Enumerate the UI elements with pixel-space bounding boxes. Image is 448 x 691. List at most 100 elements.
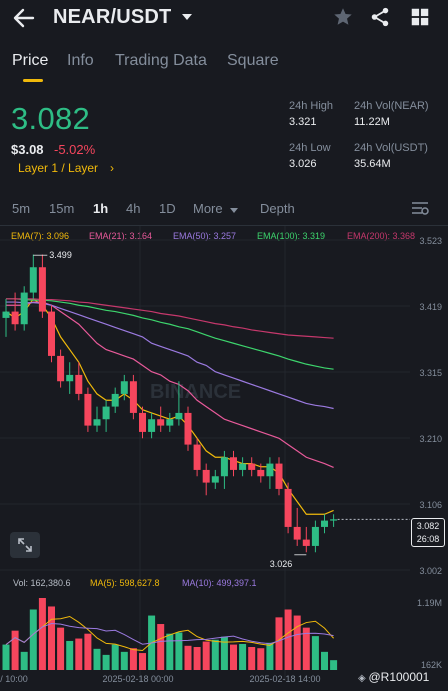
volume-bar xyxy=(111,644,119,670)
stat-high-value: 3.321 xyxy=(289,116,317,128)
depth-tab[interactable]: Depth xyxy=(260,201,295,216)
candle-body xyxy=(111,393,119,407)
price-usd: $3.08 xyxy=(11,142,44,157)
ema-line xyxy=(6,301,334,468)
candle-body xyxy=(230,457,237,470)
candle-body xyxy=(66,374,74,382)
candle-body xyxy=(284,488,292,527)
volume-bar xyxy=(202,641,210,670)
ema-line xyxy=(6,301,334,410)
candle-body xyxy=(293,526,301,540)
high-marker-label: 3.499 xyxy=(49,250,72,260)
candle-body xyxy=(57,355,65,382)
stat-vol-base-label: 24h Vol(NEAR) xyxy=(354,100,429,112)
current-price-label: 3.082 26:08 xyxy=(411,518,445,547)
time-axis-tick: / 10:00 xyxy=(0,674,28,684)
divider xyxy=(0,225,448,226)
candlestick-chart[interactable]: BINANCE 3.523 3.419 3.315 3.210 3.106 3.002 3.4… xyxy=(0,226,448,691)
tab-square[interactable]: Square xyxy=(227,52,279,69)
grid-layout-icon[interactable] xyxy=(408,6,432,28)
volume-bar xyxy=(284,609,292,670)
volume-bar xyxy=(248,647,256,670)
volume-bar xyxy=(257,648,265,670)
candle-body xyxy=(239,463,247,470)
fullscreen-button[interactable] xyxy=(10,532,40,558)
pair-title[interactable]: NEAR/USDT xyxy=(53,6,172,28)
candle-body xyxy=(257,469,265,477)
volume-bar xyxy=(321,651,328,670)
candle-body xyxy=(175,412,183,420)
share-icon[interactable] xyxy=(368,6,392,28)
tab-info[interactable]: Info xyxy=(67,52,94,69)
candle-body xyxy=(120,381,128,394)
price-axis-tick: 3.002 xyxy=(419,566,442,576)
pair-dropdown-icon[interactable] xyxy=(182,14,192,20)
volume-bar xyxy=(166,633,174,670)
candle-body xyxy=(202,469,210,483)
interval-bar: 5m 15m 1h 4h 1D More Depth xyxy=(0,196,448,222)
volume-bar xyxy=(184,645,192,670)
volume-bar xyxy=(266,642,274,670)
volume-bar xyxy=(57,627,65,670)
candle-body xyxy=(157,419,165,426)
volume-bar xyxy=(129,648,137,670)
volume-bar xyxy=(38,598,46,670)
volume-bar xyxy=(66,640,74,670)
stat-low-label: 24h Low xyxy=(289,142,331,154)
tab-trading-data[interactable]: Trading Data xyxy=(115,52,207,69)
volume-bar xyxy=(220,636,228,670)
volume-bar xyxy=(102,654,110,670)
volume-bar xyxy=(84,633,92,670)
star-icon[interactable] xyxy=(331,6,355,28)
volume-bar xyxy=(293,615,301,670)
stat-high-label: 24h High xyxy=(289,100,334,112)
candle-body xyxy=(211,476,219,483)
volume-axis-max: 1.19M xyxy=(417,598,442,608)
binance-square-icon: ◈ xyxy=(358,673,369,684)
interval-4h[interactable]: 4h xyxy=(126,201,141,216)
volume-bar xyxy=(330,660,338,670)
candle-countdown: 26:08 xyxy=(416,534,440,544)
interval-more[interactable]: More xyxy=(193,201,223,216)
candle-body xyxy=(2,311,10,318)
ema-line xyxy=(6,298,334,339)
low-marker-label: 3.026 xyxy=(270,559,293,569)
ema21-legend: EMA(21): 3.164 xyxy=(89,231,153,241)
category-tag[interactable]: Layer 1 / Layer xyxy=(18,161,99,175)
time-axis-tick: 2025-02-18 00:00 xyxy=(102,674,173,684)
volume-bar xyxy=(157,624,165,670)
ema50-legend: EMA(50): 3.257 xyxy=(173,231,237,241)
interval-1d[interactable]: 1D xyxy=(159,201,176,216)
back-arrow-icon[interactable] xyxy=(12,7,36,29)
candle-body xyxy=(148,419,156,432)
volume-bar xyxy=(193,647,201,670)
candle-body xyxy=(11,311,19,325)
volume-bar xyxy=(211,639,219,670)
top-bar: NEAR/USDT xyxy=(0,0,448,40)
watermark-handle: @R100001 xyxy=(368,670,430,684)
ema200-legend: EMA(200): 3.368 xyxy=(347,231,416,241)
candle-body xyxy=(48,311,55,356)
candle-body xyxy=(266,463,274,477)
tab-price[interactable]: Price xyxy=(12,52,49,69)
candle-body xyxy=(330,519,338,521)
volume-bar xyxy=(311,636,319,670)
ema7-legend: EMA(7): 3.096 xyxy=(11,231,70,241)
candle-body xyxy=(93,419,101,426)
stat-vol-quote-value: 35.64M xyxy=(354,158,391,170)
current-price-value: 3.082 xyxy=(416,521,440,531)
chart-settings-icon[interactable] xyxy=(411,200,429,216)
chart-watermark: BINANCE xyxy=(150,381,241,403)
more-dropdown-icon[interactable] xyxy=(230,208,238,213)
interval-15m[interactable]: 15m xyxy=(49,201,75,216)
candle-body xyxy=(311,526,319,546)
volume-bar xyxy=(93,648,101,670)
volume-bar xyxy=(120,651,128,670)
interval-1h[interactable]: 1h xyxy=(93,201,109,216)
interval-5m[interactable]: 5m xyxy=(12,201,31,216)
price-axis-tick: 3.315 xyxy=(419,368,442,378)
chevron-right-icon[interactable]: › xyxy=(110,161,114,175)
volume-bar xyxy=(302,627,310,670)
candle-body xyxy=(29,267,37,293)
candle-body xyxy=(193,444,201,470)
